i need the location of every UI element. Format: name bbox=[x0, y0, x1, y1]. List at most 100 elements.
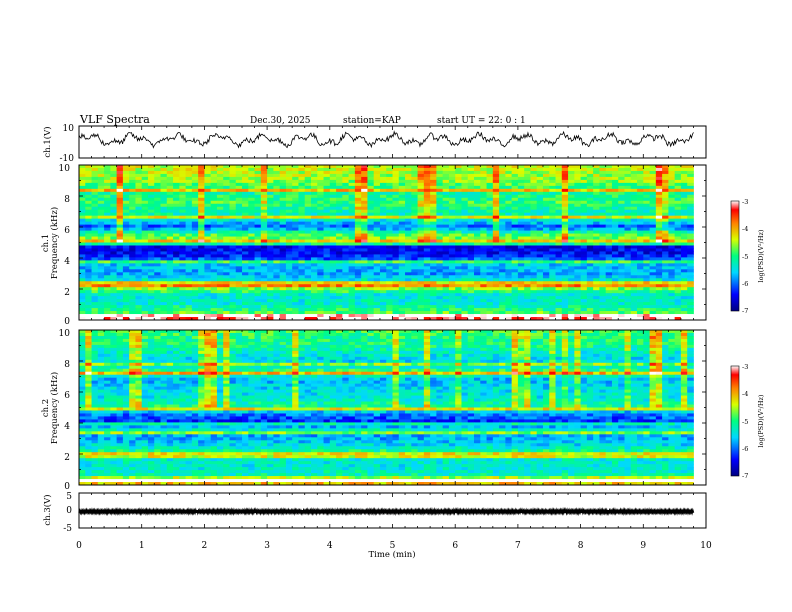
spectrogram-cell bbox=[436, 314, 444, 318]
spectrogram-cell bbox=[367, 248, 375, 252]
spectrogram-cell bbox=[655, 266, 663, 270]
spectrogram-cell bbox=[392, 251, 400, 255]
spectrogram-cell bbox=[342, 197, 350, 202]
spectrogram-cell bbox=[160, 284, 168, 288]
spectrogram-cell bbox=[329, 230, 337, 234]
spectrogram-cell bbox=[605, 302, 613, 306]
spectrogram-cell bbox=[605, 236, 613, 240]
spectrogram-cell bbox=[574, 212, 581, 217]
spectrogram-cell bbox=[185, 233, 193, 237]
spectrogram-cell bbox=[643, 311, 650, 315]
spectrogram-cell bbox=[561, 173, 569, 178]
spectrogram-cell bbox=[336, 254, 343, 258]
spectrogram-cell bbox=[235, 173, 243, 178]
spectrogram-cell bbox=[110, 314, 118, 318]
spectrogram-cell bbox=[455, 218, 462, 223]
spectrogram-cell bbox=[336, 239, 343, 243]
spectrogram-cell bbox=[147, 176, 155, 181]
spectrogram-cell bbox=[542, 263, 550, 267]
spectrogram-cell bbox=[122, 311, 130, 315]
spectrogram-cell bbox=[637, 218, 644, 223]
spectrogram-cell bbox=[191, 218, 199, 223]
spectrogram-cell bbox=[430, 266, 437, 270]
spectrogram-cell bbox=[254, 173, 262, 178]
spectrogram-cell bbox=[542, 248, 550, 252]
spectrogram-cell bbox=[680, 173, 688, 178]
spectrogram-cell bbox=[499, 179, 506, 184]
spectrogram-cell bbox=[593, 254, 600, 258]
spectrogram-cell bbox=[398, 188, 406, 193]
spectrogram-cell bbox=[405, 203, 412, 208]
spectrogram-cell bbox=[568, 299, 575, 303]
spectrogram-cell bbox=[637, 269, 644, 273]
spectrogram-cell bbox=[549, 173, 556, 178]
spectrogram-cell bbox=[549, 236, 556, 240]
spectrogram-cell bbox=[267, 266, 274, 270]
spectrogram-cell bbox=[97, 284, 105, 288]
spectrogram-cell bbox=[524, 185, 531, 190]
spectrogram-cell bbox=[492, 290, 500, 294]
spectrogram-cell bbox=[674, 290, 682, 294]
spectrogram-cell bbox=[417, 236, 425, 240]
spectrogram-cell bbox=[643, 266, 650, 270]
spectrogram-cell bbox=[279, 263, 287, 267]
spectrogram-cell bbox=[430, 251, 437, 255]
spectrogram-cell bbox=[668, 248, 676, 252]
spectrogram-cell bbox=[586, 257, 594, 261]
spectrogram-cell bbox=[104, 311, 111, 315]
spectrogram-cell bbox=[379, 251, 387, 255]
spectrogram-cell bbox=[310, 293, 318, 297]
spectrogram-cell bbox=[198, 179, 205, 184]
spectrogram-cell bbox=[248, 302, 255, 306]
spectrogram-cell bbox=[285, 167, 293, 172]
spectrogram-cell bbox=[643, 185, 650, 190]
spectrogram-cell bbox=[254, 260, 262, 264]
spectrogram-cell bbox=[298, 185, 306, 190]
spectrogram-cell bbox=[674, 215, 682, 220]
spectrogram-cell bbox=[97, 182, 105, 187]
spectrogram-cell bbox=[279, 242, 287, 246]
spectrogram-cell bbox=[637, 299, 644, 303]
spectrogram-cell bbox=[292, 173, 299, 178]
spectrogram-cell bbox=[141, 233, 149, 237]
spectrogram-cell bbox=[505, 248, 513, 252]
spectrogram-cell bbox=[110, 284, 118, 288]
spectrogram-cell bbox=[336, 293, 343, 297]
spectrogram-cell bbox=[116, 206, 124, 211]
spectrogram-cell bbox=[474, 263, 481, 267]
spectrogram-cell bbox=[505, 165, 513, 169]
spectrogram-cell bbox=[285, 212, 293, 217]
spectrogram-cell bbox=[405, 314, 412, 318]
spectrogram-cell bbox=[260, 302, 268, 306]
spectrogram-cell bbox=[386, 176, 393, 181]
spectrogram-cell bbox=[611, 278, 619, 282]
spectrogram-cell bbox=[630, 287, 638, 291]
spectrogram-cell bbox=[354, 272, 362, 276]
spectrogram-cell bbox=[643, 165, 650, 169]
spectrogram-cell bbox=[267, 179, 274, 184]
spectrogram-cell bbox=[285, 308, 293, 312]
spectrogram-cell bbox=[235, 293, 243, 297]
spectrogram-cell bbox=[574, 269, 581, 273]
spectrogram-cell bbox=[210, 311, 218, 315]
spectrogram-cell bbox=[649, 215, 657, 220]
spectrogram-cell bbox=[442, 233, 450, 237]
spectrogram-cell bbox=[85, 308, 92, 312]
spectrogram-cell bbox=[492, 236, 500, 240]
spectrogram-cell bbox=[649, 278, 657, 282]
spectrogram-cell bbox=[179, 269, 186, 273]
spectrogram-cell bbox=[317, 242, 324, 246]
spectrogram-cell bbox=[260, 299, 268, 303]
spectrogram-cell bbox=[367, 314, 375, 318]
spectrogram-cell bbox=[599, 284, 607, 288]
spectrogram-cell bbox=[147, 233, 155, 237]
spectrogram-cell bbox=[668, 173, 676, 178]
spectrogram-cell bbox=[348, 209, 356, 214]
spectrogram-cell bbox=[379, 293, 387, 297]
spectrogram-cell bbox=[304, 302, 312, 306]
spectrogram-cell bbox=[448, 263, 456, 267]
spectrogram-cell bbox=[191, 272, 199, 276]
spectrogram-cell bbox=[160, 260, 168, 264]
spectrogram-cell bbox=[586, 248, 594, 252]
spectrogram-cell bbox=[354, 185, 362, 190]
